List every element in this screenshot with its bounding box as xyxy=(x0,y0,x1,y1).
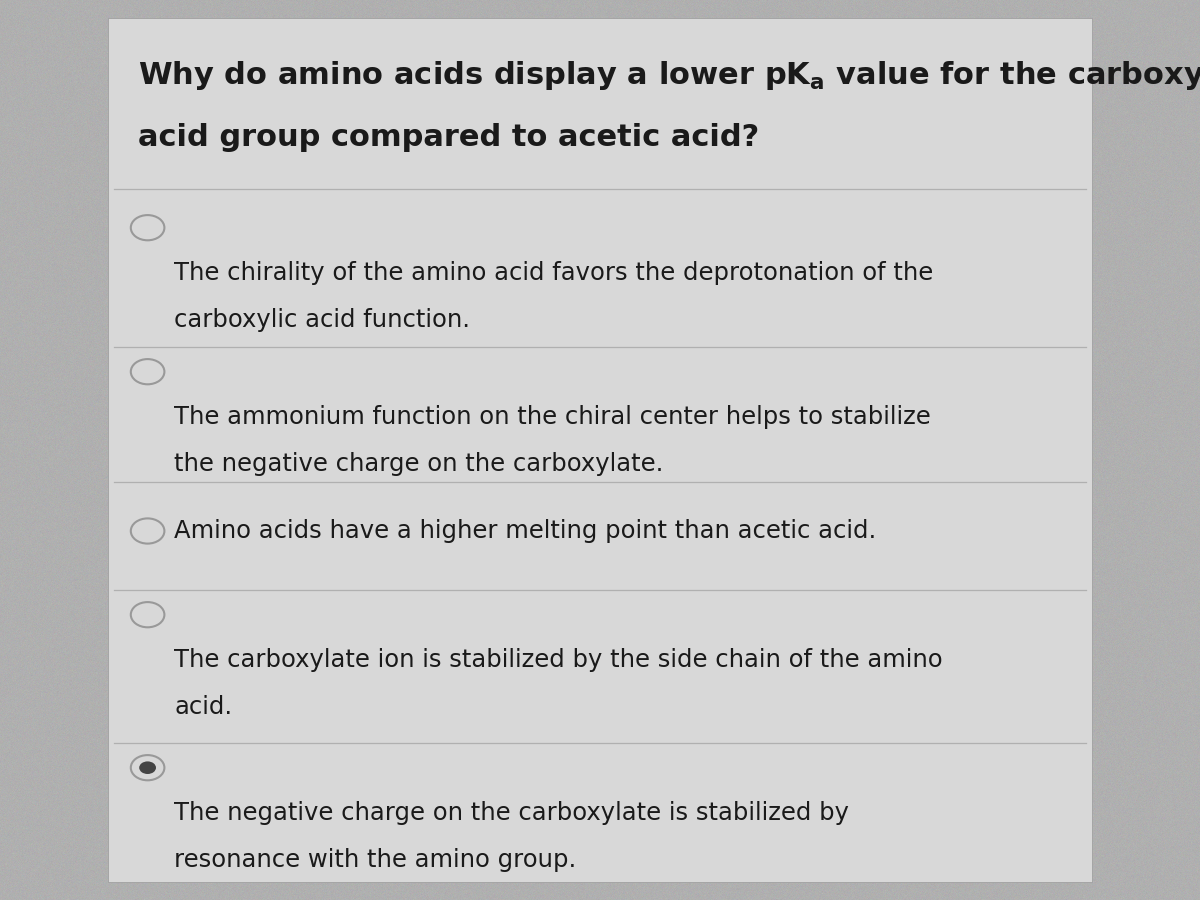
Text: Amino acids have a higher melting point than acetic acid.: Amino acids have a higher melting point … xyxy=(174,519,876,543)
Circle shape xyxy=(139,761,156,774)
Text: The negative charge on the carboxylate is stabilized by: The negative charge on the carboxylate i… xyxy=(174,801,850,825)
Text: acid group compared to acetic acid?: acid group compared to acetic acid? xyxy=(138,123,760,152)
Text: carboxylic acid function.: carboxylic acid function. xyxy=(174,308,470,332)
Text: the negative charge on the carboxylate.: the negative charge on the carboxylate. xyxy=(174,452,664,476)
Text: The chirality of the amino acid favors the deprotonation of the: The chirality of the amino acid favors t… xyxy=(174,261,934,285)
Text: The ammonium function on the chiral center helps to stabilize: The ammonium function on the chiral cent… xyxy=(174,405,931,429)
FancyBboxPatch shape xyxy=(108,18,1092,882)
Text: acid.: acid. xyxy=(174,695,232,719)
Text: resonance with the amino group.: resonance with the amino group. xyxy=(174,848,576,872)
Text: The carboxylate ion is stabilized by the side chain of the amino: The carboxylate ion is stabilized by the… xyxy=(174,648,943,672)
Text: Why do amino acids display a lower pK$_\mathregular{a}$ value for the carboxylic: Why do amino acids display a lower pK$_\… xyxy=(138,58,1200,92)
